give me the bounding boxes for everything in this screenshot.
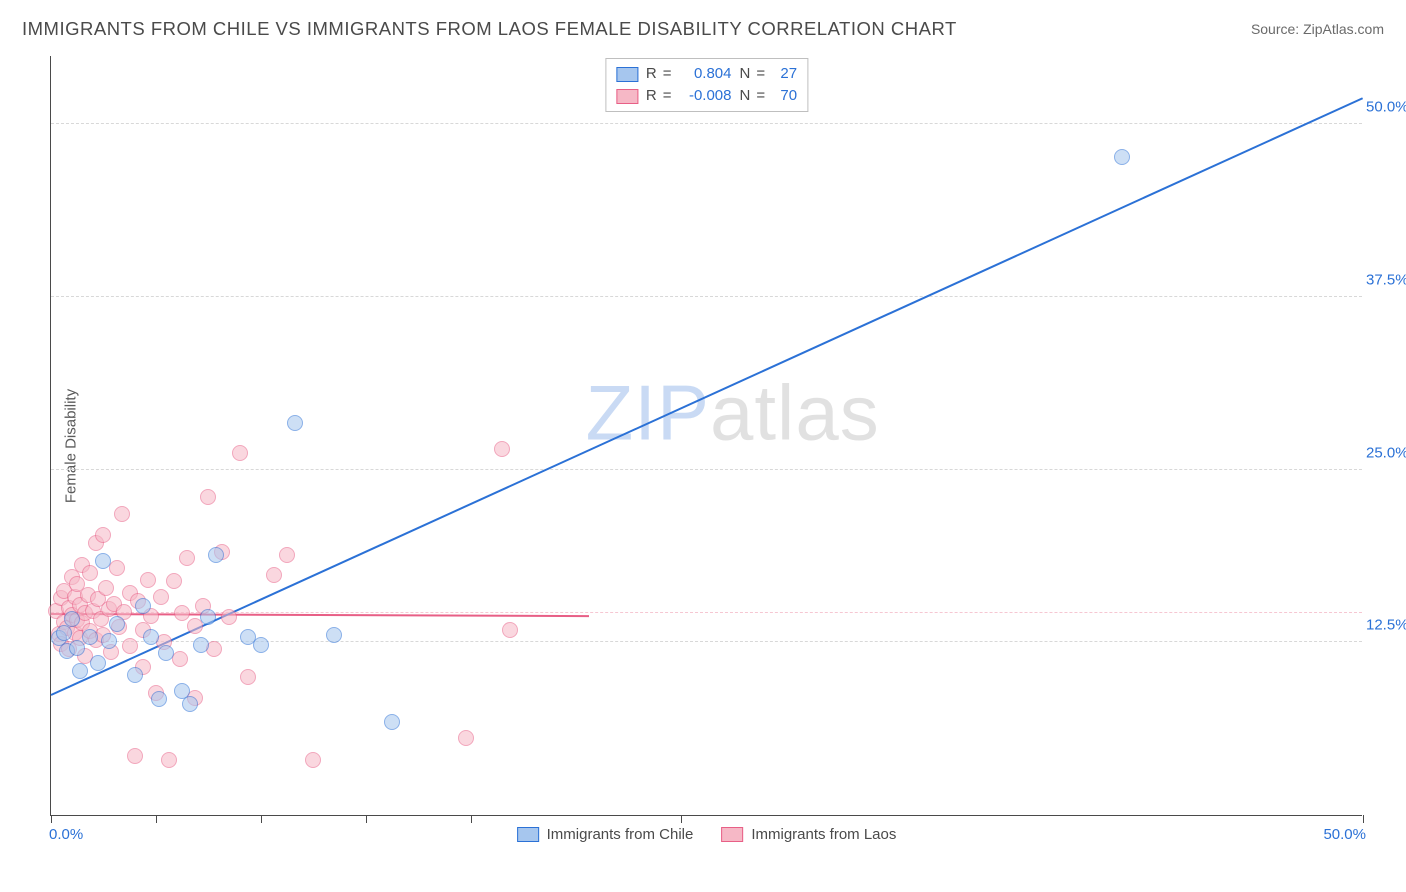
stats-legend: R = 0.804 N = 27 R = -0.008 N = 70 bbox=[605, 58, 808, 112]
r-label: R bbox=[646, 63, 657, 85]
data-point-chile bbox=[253, 637, 269, 653]
regression-line-chile bbox=[51, 98, 1364, 697]
data-point-laos bbox=[95, 527, 111, 543]
legend-item-chile: Immigrants from Chile bbox=[517, 826, 694, 843]
data-point-laos bbox=[114, 506, 130, 522]
x-tick-label-max: 50.0% bbox=[1323, 826, 1366, 843]
data-point-laos bbox=[127, 748, 143, 764]
data-point-laos bbox=[279, 547, 295, 563]
gridline bbox=[51, 123, 1362, 124]
data-point-laos bbox=[174, 605, 190, 621]
x-tick bbox=[366, 815, 367, 823]
chart-title: IMMIGRANTS FROM CHILE VS IMMIGRANTS FROM… bbox=[22, 18, 957, 40]
swatch-chile bbox=[616, 67, 638, 82]
y-tick-label: 37.5% bbox=[1366, 271, 1406, 288]
r-value-laos: -0.008 bbox=[678, 85, 732, 107]
data-point-chile bbox=[90, 655, 106, 671]
data-point-laos bbox=[266, 567, 282, 583]
data-point-chile bbox=[56, 625, 72, 641]
data-point-laos bbox=[82, 565, 98, 581]
data-point-chile bbox=[69, 640, 85, 656]
data-point-chile bbox=[200, 609, 216, 625]
swatch-chile bbox=[517, 827, 539, 842]
eq-sign: = bbox=[663, 85, 672, 107]
legend-label-chile: Immigrants from Chile bbox=[547, 826, 694, 843]
series-legend: Immigrants from Chile Immigrants from La… bbox=[517, 826, 897, 843]
x-tick bbox=[261, 815, 262, 823]
gridline bbox=[51, 296, 1362, 297]
data-point-chile bbox=[208, 547, 224, 563]
data-point-laos bbox=[232, 445, 248, 461]
data-point-chile bbox=[151, 691, 167, 707]
scatter-plot: ZIPatlas R = 0.804 N = 27 R = -0.008 N =… bbox=[50, 56, 1362, 816]
y-tick-label: 50.0% bbox=[1366, 99, 1406, 116]
x-tick bbox=[681, 815, 682, 823]
data-point-chile bbox=[82, 629, 98, 645]
data-point-chile bbox=[135, 598, 151, 614]
data-point-laos bbox=[122, 638, 138, 654]
chart-header: IMMIGRANTS FROM CHILE VS IMMIGRANTS FROM… bbox=[22, 18, 1384, 40]
x-tick bbox=[156, 815, 157, 823]
y-tick-label: 12.5% bbox=[1366, 617, 1406, 634]
x-tick-label-min: 0.0% bbox=[49, 826, 83, 843]
data-point-chile bbox=[95, 553, 111, 569]
data-point-laos bbox=[161, 752, 177, 768]
data-point-laos bbox=[140, 572, 156, 588]
data-point-laos bbox=[166, 573, 182, 589]
data-point-laos bbox=[458, 730, 474, 746]
r-label: R bbox=[646, 85, 657, 107]
x-tick bbox=[1363, 815, 1364, 823]
data-point-chile bbox=[109, 616, 125, 632]
eq-sign: = bbox=[756, 63, 765, 85]
r-value-chile: 0.804 bbox=[678, 63, 732, 85]
eq-sign: = bbox=[756, 85, 765, 107]
data-point-laos bbox=[502, 622, 518, 638]
data-point-laos bbox=[179, 550, 195, 566]
data-point-chile bbox=[127, 667, 143, 683]
data-point-chile bbox=[193, 637, 209, 653]
data-point-chile bbox=[287, 415, 303, 431]
data-point-chile bbox=[182, 696, 198, 712]
y-tick-label: 25.0% bbox=[1366, 444, 1406, 461]
data-point-laos bbox=[494, 441, 510, 457]
data-point-chile bbox=[1114, 149, 1130, 165]
data-point-chile bbox=[101, 633, 117, 649]
data-point-chile bbox=[72, 663, 88, 679]
data-point-laos bbox=[153, 589, 169, 605]
legend-item-laos: Immigrants from Laos bbox=[721, 826, 896, 843]
data-point-laos bbox=[200, 489, 216, 505]
data-point-chile bbox=[143, 629, 159, 645]
x-tick bbox=[51, 815, 52, 823]
data-point-laos bbox=[240, 669, 256, 685]
chart-source: Source: ZipAtlas.com bbox=[1251, 21, 1384, 37]
data-point-laos bbox=[98, 580, 114, 596]
n-value-laos: 70 bbox=[771, 85, 797, 107]
data-point-laos bbox=[305, 752, 321, 768]
gridline bbox=[51, 469, 1362, 470]
watermark: ZIPatlas bbox=[586, 367, 880, 458]
n-label: N bbox=[740, 63, 751, 85]
data-point-chile bbox=[384, 714, 400, 730]
data-point-chile bbox=[158, 645, 174, 661]
swatch-laos bbox=[721, 827, 743, 842]
stats-row-laos: R = -0.008 N = 70 bbox=[616, 85, 797, 107]
legend-label-laos: Immigrants from Laos bbox=[751, 826, 896, 843]
stats-row-chile: R = 0.804 N = 27 bbox=[616, 63, 797, 85]
x-tick bbox=[471, 815, 472, 823]
swatch-laos bbox=[616, 89, 638, 104]
n-value-chile: 27 bbox=[771, 63, 797, 85]
data-point-laos bbox=[221, 609, 237, 625]
n-label: N bbox=[740, 85, 751, 107]
data-point-chile bbox=[64, 611, 80, 627]
eq-sign: = bbox=[663, 63, 672, 85]
data-point-chile bbox=[326, 627, 342, 643]
